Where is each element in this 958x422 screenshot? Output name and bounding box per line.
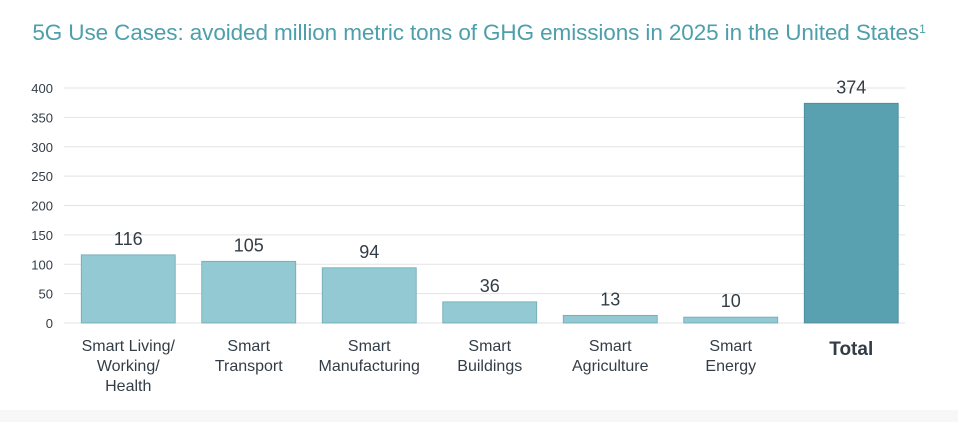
category-label: Total <box>829 339 873 360</box>
category-label-line: Smart <box>589 338 632 355</box>
data-label: 36 <box>480 276 500 296</box>
chart-title: 5G Use Cases: avoided million metric ton… <box>0 20 958 46</box>
category-label-line: Health <box>105 378 151 395</box>
bars <box>80 102 899 324</box>
bar <box>321 267 417 324</box>
chart-title-text: 5G Use Cases: avoided million metric ton… <box>32 20 920 45</box>
data-label: 10 <box>721 291 741 311</box>
y-tick-label: 400 <box>31 81 53 96</box>
category-label: Smart Living/Working/Health <box>82 338 176 395</box>
data-labels: 116 105 94 36 13 10 374 <box>114 77 866 311</box>
data-label: 13 <box>600 289 620 309</box>
data-label: 374 <box>836 77 866 97</box>
category-label-line: Transport <box>215 358 283 375</box>
y-tick-label: 200 <box>31 199 53 214</box>
category-label-line: Manufacturing <box>319 358 420 375</box>
data-label: 94 <box>359 242 379 262</box>
category-label-line: Smart <box>468 338 511 355</box>
y-tick-label: 250 <box>31 169 53 184</box>
bar <box>201 260 297 324</box>
x-axis-labels: Smart Living/Working/Health Smart Transpor… <box>82 338 874 395</box>
category-label-line: Working/ <box>97 358 160 375</box>
bar <box>562 314 658 324</box>
category-label-line: Total <box>829 339 873 360</box>
bar <box>683 316 779 324</box>
y-tick-label: 150 <box>31 228 53 243</box>
category-label-line: Agriculture <box>572 358 649 375</box>
bar <box>442 301 538 324</box>
category-label-line: Buildings <box>457 358 522 375</box>
category-label: Smart Agriculture <box>572 338 649 375</box>
y-tick-label: 350 <box>31 110 53 125</box>
data-label: 116 <box>114 229 143 249</box>
category-label: Smart Transport <box>215 338 283 375</box>
bar <box>80 254 176 324</box>
y-tick-label: 300 <box>31 140 53 155</box>
category-label-line: Energy <box>705 358 756 375</box>
category-label-line: Smart Living/ <box>82 338 176 355</box>
category-label-line: Smart <box>709 338 752 355</box>
category-label: Smart Buildings <box>457 338 522 375</box>
category-label-line: Smart <box>227 338 270 355</box>
y-tick-label: 50 <box>39 287 53 302</box>
y-tick-label: 0 <box>46 316 53 331</box>
category-label: Smart Manufacturing <box>319 338 420 375</box>
footer-band <box>0 410 958 422</box>
data-label: 105 <box>234 235 264 255</box>
y-tick-label: 100 <box>31 257 53 272</box>
title-footnote: 1 <box>919 22 926 36</box>
bar <box>803 102 899 324</box>
y-axis-ticks: 0 50 100 150 200 250 300 350 400 <box>31 81 53 331</box>
category-label-line: Smart <box>348 338 391 355</box>
category-label: Smart Energy <box>705 338 756 375</box>
